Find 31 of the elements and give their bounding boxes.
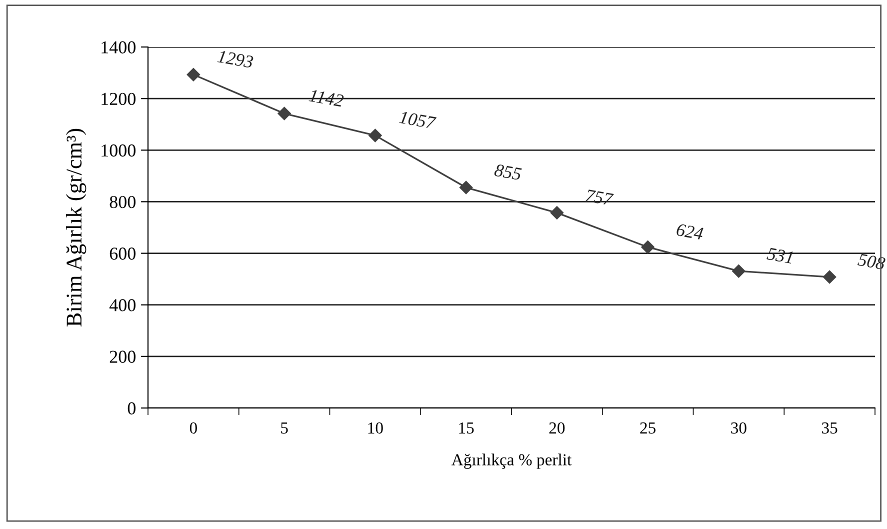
x-tick-label: 15 bbox=[459, 422, 474, 434]
x-tick-label: 20 bbox=[549, 422, 565, 434]
data-label: 508 bbox=[857, 253, 886, 270]
point bbox=[641, 240, 654, 254]
x-tick-label: 30 bbox=[731, 422, 746, 434]
y-tick-label: 800 bbox=[110, 196, 136, 208]
x-tick-label: 0 bbox=[190, 422, 197, 434]
y-tick-label: 600 bbox=[110, 248, 136, 260]
point bbox=[368, 128, 382, 142]
point bbox=[732, 264, 746, 278]
y-axis-title: Birim Ağırlık (gr/cm³) bbox=[66, 128, 86, 326]
x-tick-label: 25 bbox=[640, 422, 656, 434]
y-tick-label: 400 bbox=[109, 299, 136, 312]
y-tick-label: 1000 bbox=[102, 144, 136, 157]
y-tick-label: 0 bbox=[128, 402, 136, 414]
y-tick-label: 200 bbox=[110, 350, 136, 363]
point bbox=[278, 106, 291, 120]
data-label: 855 bbox=[494, 164, 522, 180]
point bbox=[186, 68, 200, 82]
x-tick-label: 35 bbox=[822, 422, 838, 434]
y-tick-label: 1400 bbox=[102, 41, 136, 54]
x-tick-label: 5 bbox=[281, 422, 288, 434]
point bbox=[822, 270, 836, 284]
data-label: 624 bbox=[676, 223, 704, 240]
x-tick-label: 10 bbox=[368, 422, 383, 434]
y-tick-label: 1200 bbox=[102, 92, 136, 106]
point bbox=[550, 206, 564, 220]
data-label: 1293 bbox=[217, 50, 254, 68]
data-label: 1057 bbox=[398, 110, 437, 130]
point bbox=[459, 180, 473, 194]
x-axis-title: Ağırlıkça % perlit bbox=[452, 454, 572, 469]
